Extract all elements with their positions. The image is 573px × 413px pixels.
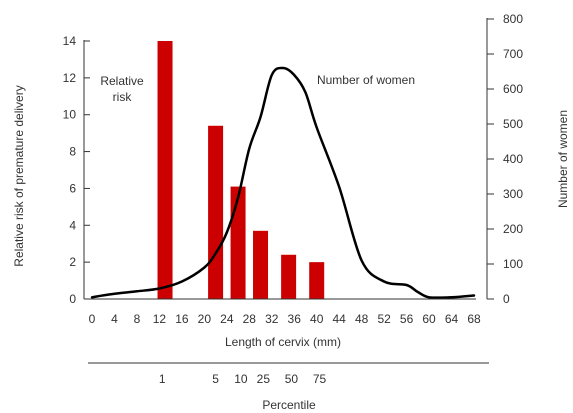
- right-y-tick-label: 100: [503, 257, 523, 271]
- x-tick-label: 60: [422, 312, 436, 326]
- bars: [157, 41, 325, 300]
- percentile-tick-label: 50: [285, 372, 299, 386]
- x-tick-label: 36: [288, 312, 302, 326]
- relative-risk-bar: [253, 230, 269, 299]
- right-y-tick-label: 300: [503, 187, 523, 201]
- x-tick-label: 4: [111, 312, 118, 326]
- x-tick-label: 64: [445, 312, 459, 326]
- right-y-tick-label: 800: [503, 12, 523, 26]
- right-y-tick-label: 0: [503, 292, 510, 306]
- percentile-axis-title: Percentile: [262, 398, 316, 412]
- x-tick-label: 24: [220, 312, 234, 326]
- x-tick-label: 28: [243, 312, 257, 326]
- left-y-tick-label: 4: [69, 218, 76, 232]
- x-axis-title: Length of cervix (mm): [225, 335, 341, 349]
- left-y-tick-labels: 0 2 4 6 8 10 12 14: [63, 34, 90, 306]
- right-y-tick-labels: 0 100 200 300 400 500 600 700 800: [487, 12, 523, 306]
- right-y-tick-label: 500: [503, 117, 523, 131]
- relative-risk-bar: [208, 125, 224, 300]
- relative-risk-bar: [281, 254, 297, 299]
- percentile-tick-label: 5: [212, 372, 219, 386]
- left-y-tick-label: 2: [69, 255, 76, 269]
- percentile-tick-label: 10: [234, 372, 248, 386]
- right-y-tick-label: 200: [503, 222, 523, 236]
- relative-risk-bar: [230, 186, 246, 299]
- x-tick-labels: 0 4 8 12 16 20 24 28 32 36 40 44 48 52 56 60 64 68: [89, 312, 481, 326]
- relative-risk-bar: [309, 262, 325, 299]
- percentile-tick-label: 25: [257, 372, 271, 386]
- number-of-women-annotation: Number of women: [317, 73, 415, 87]
- x-tick-label: 12: [153, 312, 167, 326]
- x-tick-label: 40: [310, 312, 324, 326]
- x-tick-label: 0: [89, 312, 96, 326]
- relative-risk-annotation-line2: risk: [113, 90, 133, 104]
- x-tick-label: 48: [355, 312, 369, 326]
- x-tick-label: 20: [198, 312, 212, 326]
- number-of-women-line: [90, 66, 476, 299]
- x-tick-label: 8: [134, 312, 141, 326]
- x-tick-label: 52: [377, 312, 391, 326]
- relative-risk-annotation-line1: Relative: [100, 74, 144, 88]
- percentile-tick-label: 75: [313, 372, 327, 386]
- left-y-tick-label: 0: [69, 292, 76, 306]
- percentile-tick-labels: 1 5 10 25 50 75: [159, 372, 327, 386]
- left-y-tick-label: 8: [69, 145, 76, 159]
- right-y-tick-label: 400: [503, 152, 523, 166]
- left-y-tick-label: 14: [63, 34, 77, 48]
- x-tick-label: 16: [175, 312, 189, 326]
- right-y-tick-label: 700: [503, 47, 523, 61]
- right-y-axis-title: Number of women: [556, 110, 570, 208]
- percentile-tick-label: 1: [159, 372, 166, 386]
- x-tick-label: 68: [467, 312, 481, 326]
- right-y-tick-label: 600: [503, 82, 523, 96]
- relative-risk-bar: [157, 41, 173, 299]
- left-y-axis-title: Relative risk of premature delivery: [12, 85, 26, 266]
- x-tick-label: 56: [400, 312, 414, 326]
- left-y-tick-label: 6: [69, 181, 76, 195]
- left-y-tick-label: 10: [63, 108, 77, 122]
- x-tick-label: 44: [332, 312, 346, 326]
- left-y-tick-label: 12: [63, 71, 77, 85]
- x-tick-label: 32: [265, 312, 279, 326]
